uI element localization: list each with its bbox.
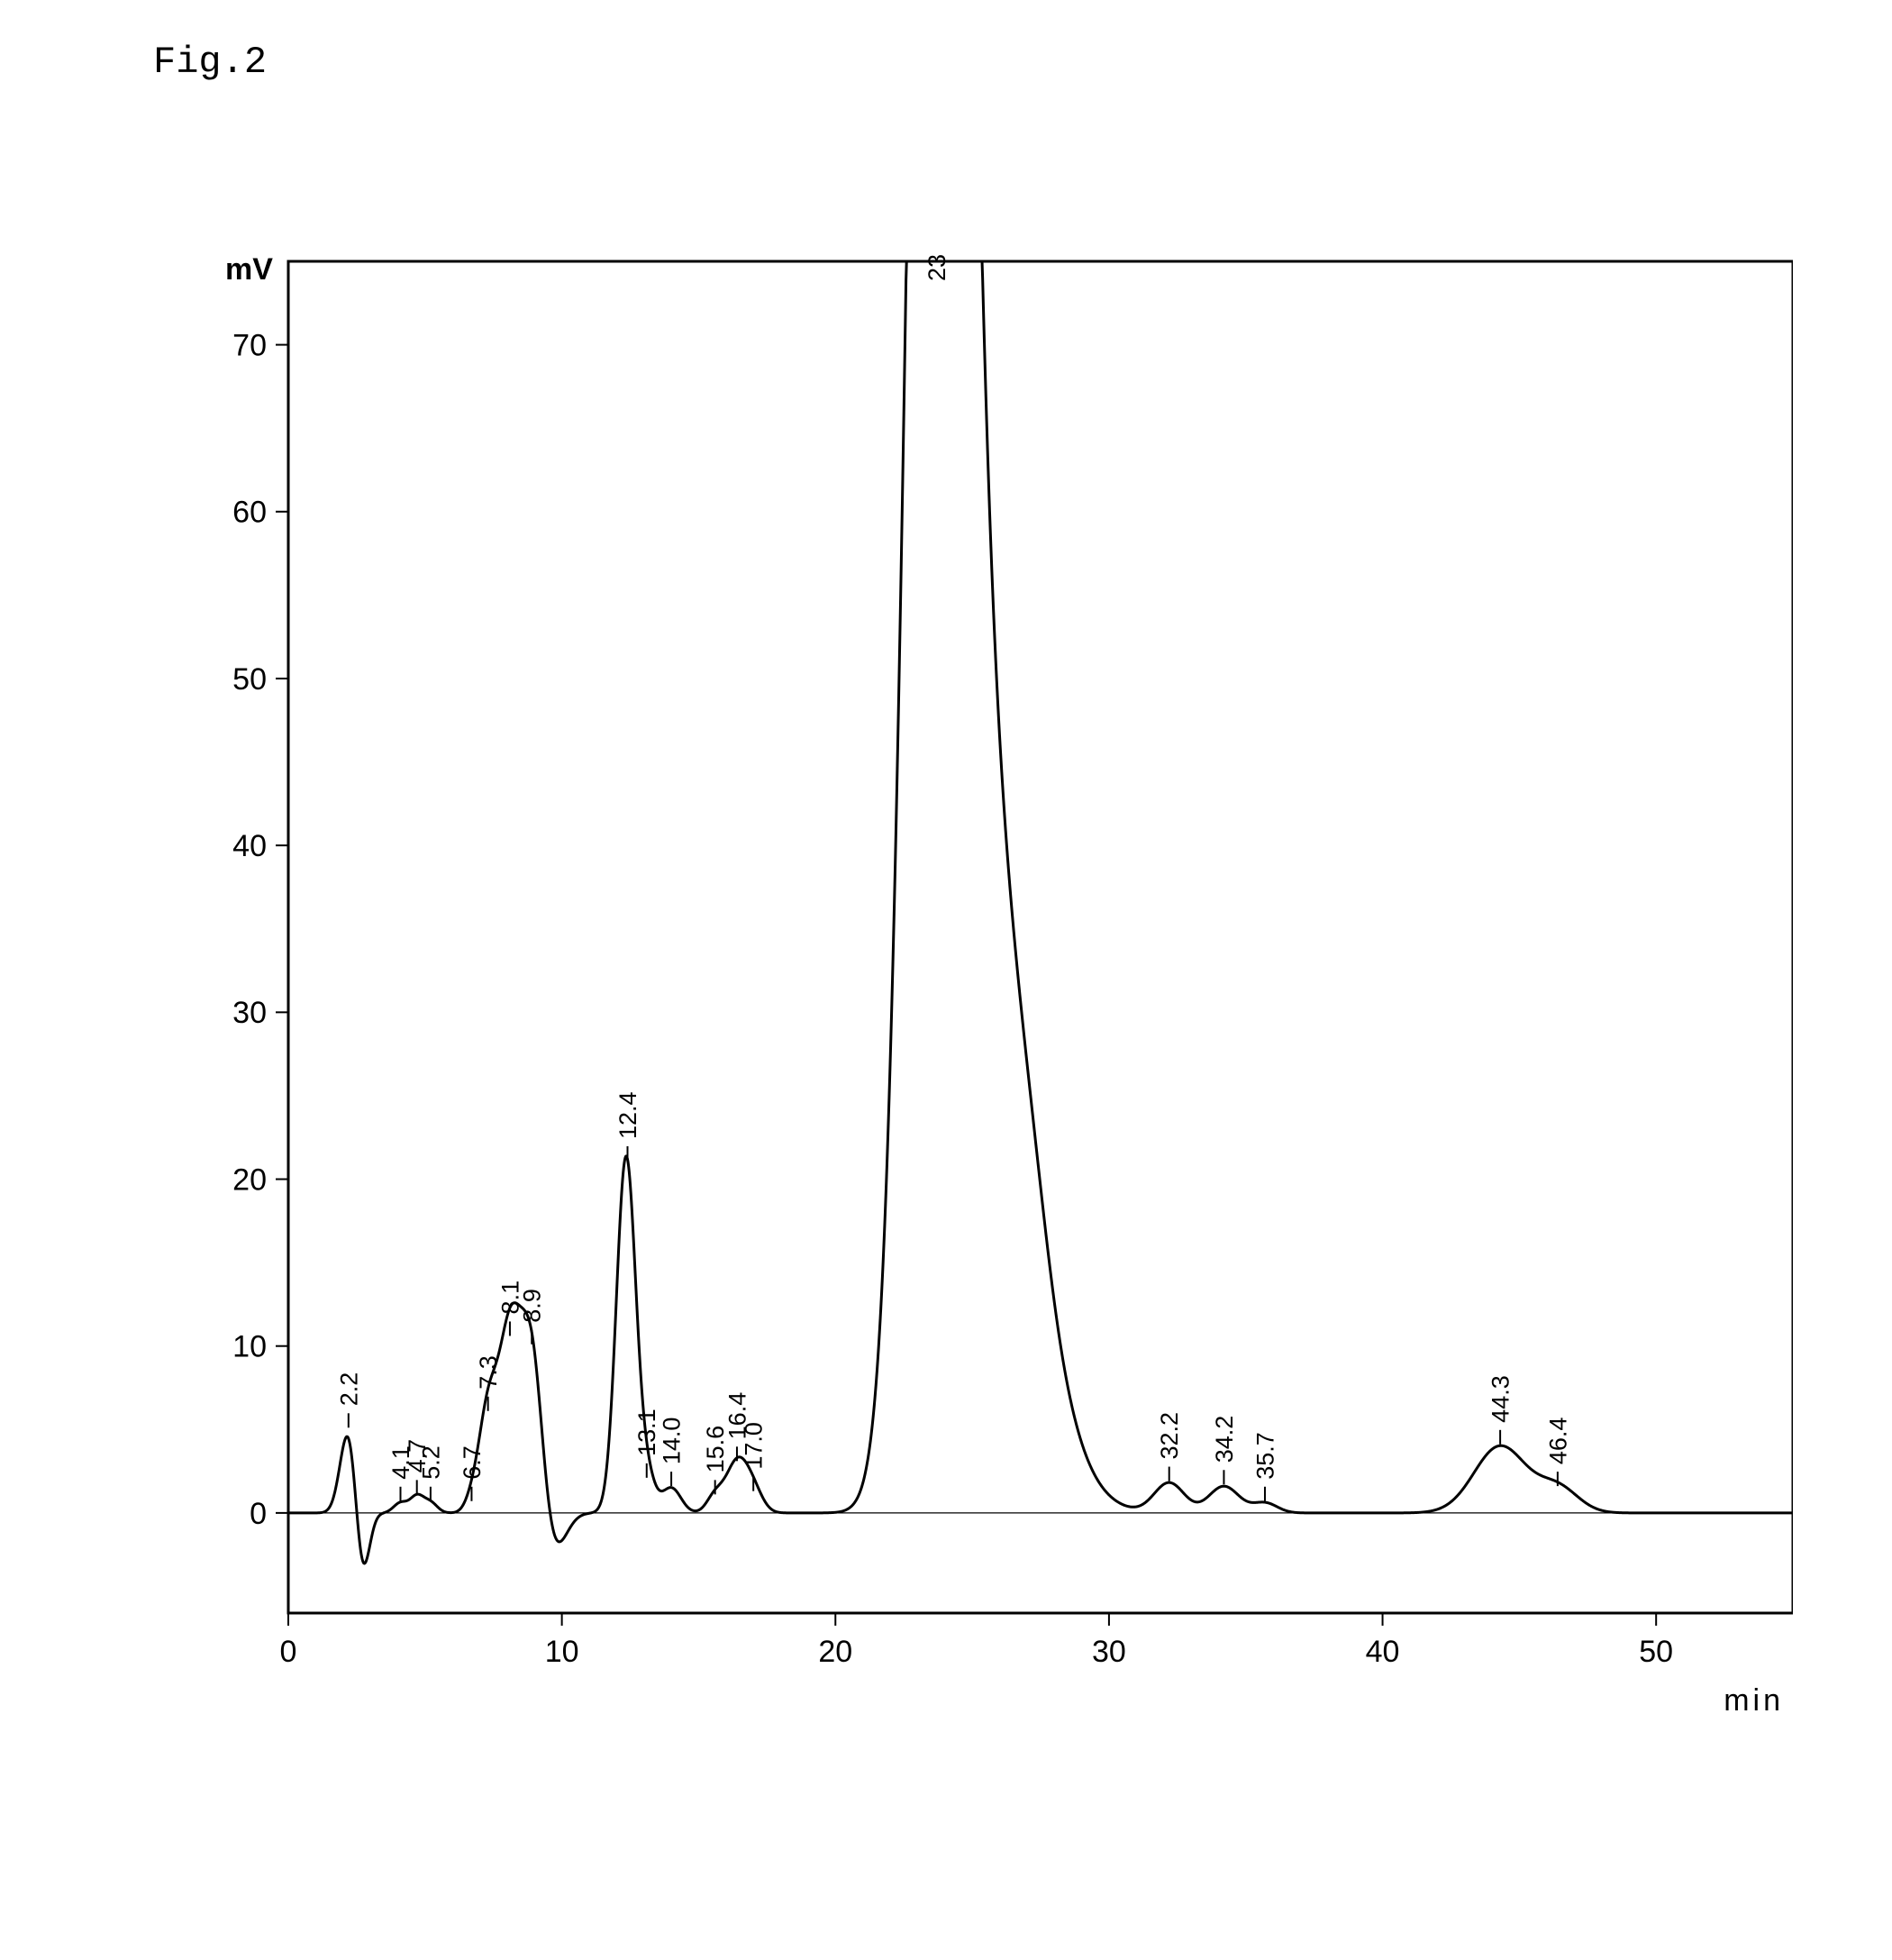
peak-label: 14.0 <box>659 1418 686 1465</box>
y-tick-label: 70 <box>232 328 267 362</box>
peak-label: 44.3 <box>1487 1375 1515 1423</box>
y-tick-label: 50 <box>232 662 267 697</box>
peak-label: 23.7 <box>923 252 951 281</box>
figure-label: Fig.2 <box>153 41 267 84</box>
peak-label: 12.4 <box>614 1091 641 1139</box>
chromatogram-chart: 01020304050607001020304050mVmin2.24.14.7… <box>180 252 1793 1802</box>
x-tick-label: 20 <box>818 1635 852 1669</box>
y-tick-label: 0 <box>250 1497 267 1531</box>
page: Fig.2 0 10 20 30 40 50 60 70 0 10 20 30 40 50 mV min 2.2… <box>0 0 1892 1960</box>
x-tick-label: 30 <box>1092 1635 1126 1669</box>
peak-label: 7.3 <box>475 1355 502 1390</box>
x-tick-label: 10 <box>545 1635 579 1669</box>
peak-label: 8.9 <box>519 1289 546 1323</box>
y-tick-label: 60 <box>232 496 267 530</box>
peak-label: 32.2 <box>1156 1412 1183 1460</box>
x-axis-label: min <box>1724 1683 1784 1718</box>
peak-label: 34.2 <box>1211 1416 1238 1463</box>
x-tick-label: 0 <box>280 1635 297 1669</box>
chromatogram-trace <box>288 261 1793 1563</box>
y-axis-label: mV <box>225 252 273 287</box>
peak-label: 13.1 <box>633 1408 660 1456</box>
y-tick-label: 30 <box>232 996 267 1030</box>
x-tick-label: 40 <box>1366 1635 1400 1669</box>
peak-label: 5.2 <box>417 1445 444 1480</box>
y-tick-label: 10 <box>232 1330 267 1364</box>
y-tick-label: 20 <box>232 1162 267 1197</box>
peak-label: 2.2 <box>335 1372 362 1407</box>
x-tick-label: 50 <box>1639 1635 1673 1669</box>
peak-label: 35.7 <box>1251 1432 1278 1480</box>
peak-label: 6.7 <box>459 1445 486 1480</box>
plot-border <box>288 261 1793 1613</box>
y-tick-label: 40 <box>232 829 267 863</box>
peak-label: 46.4 <box>1544 1418 1571 1465</box>
peak-label: 17.0 <box>741 1422 768 1470</box>
